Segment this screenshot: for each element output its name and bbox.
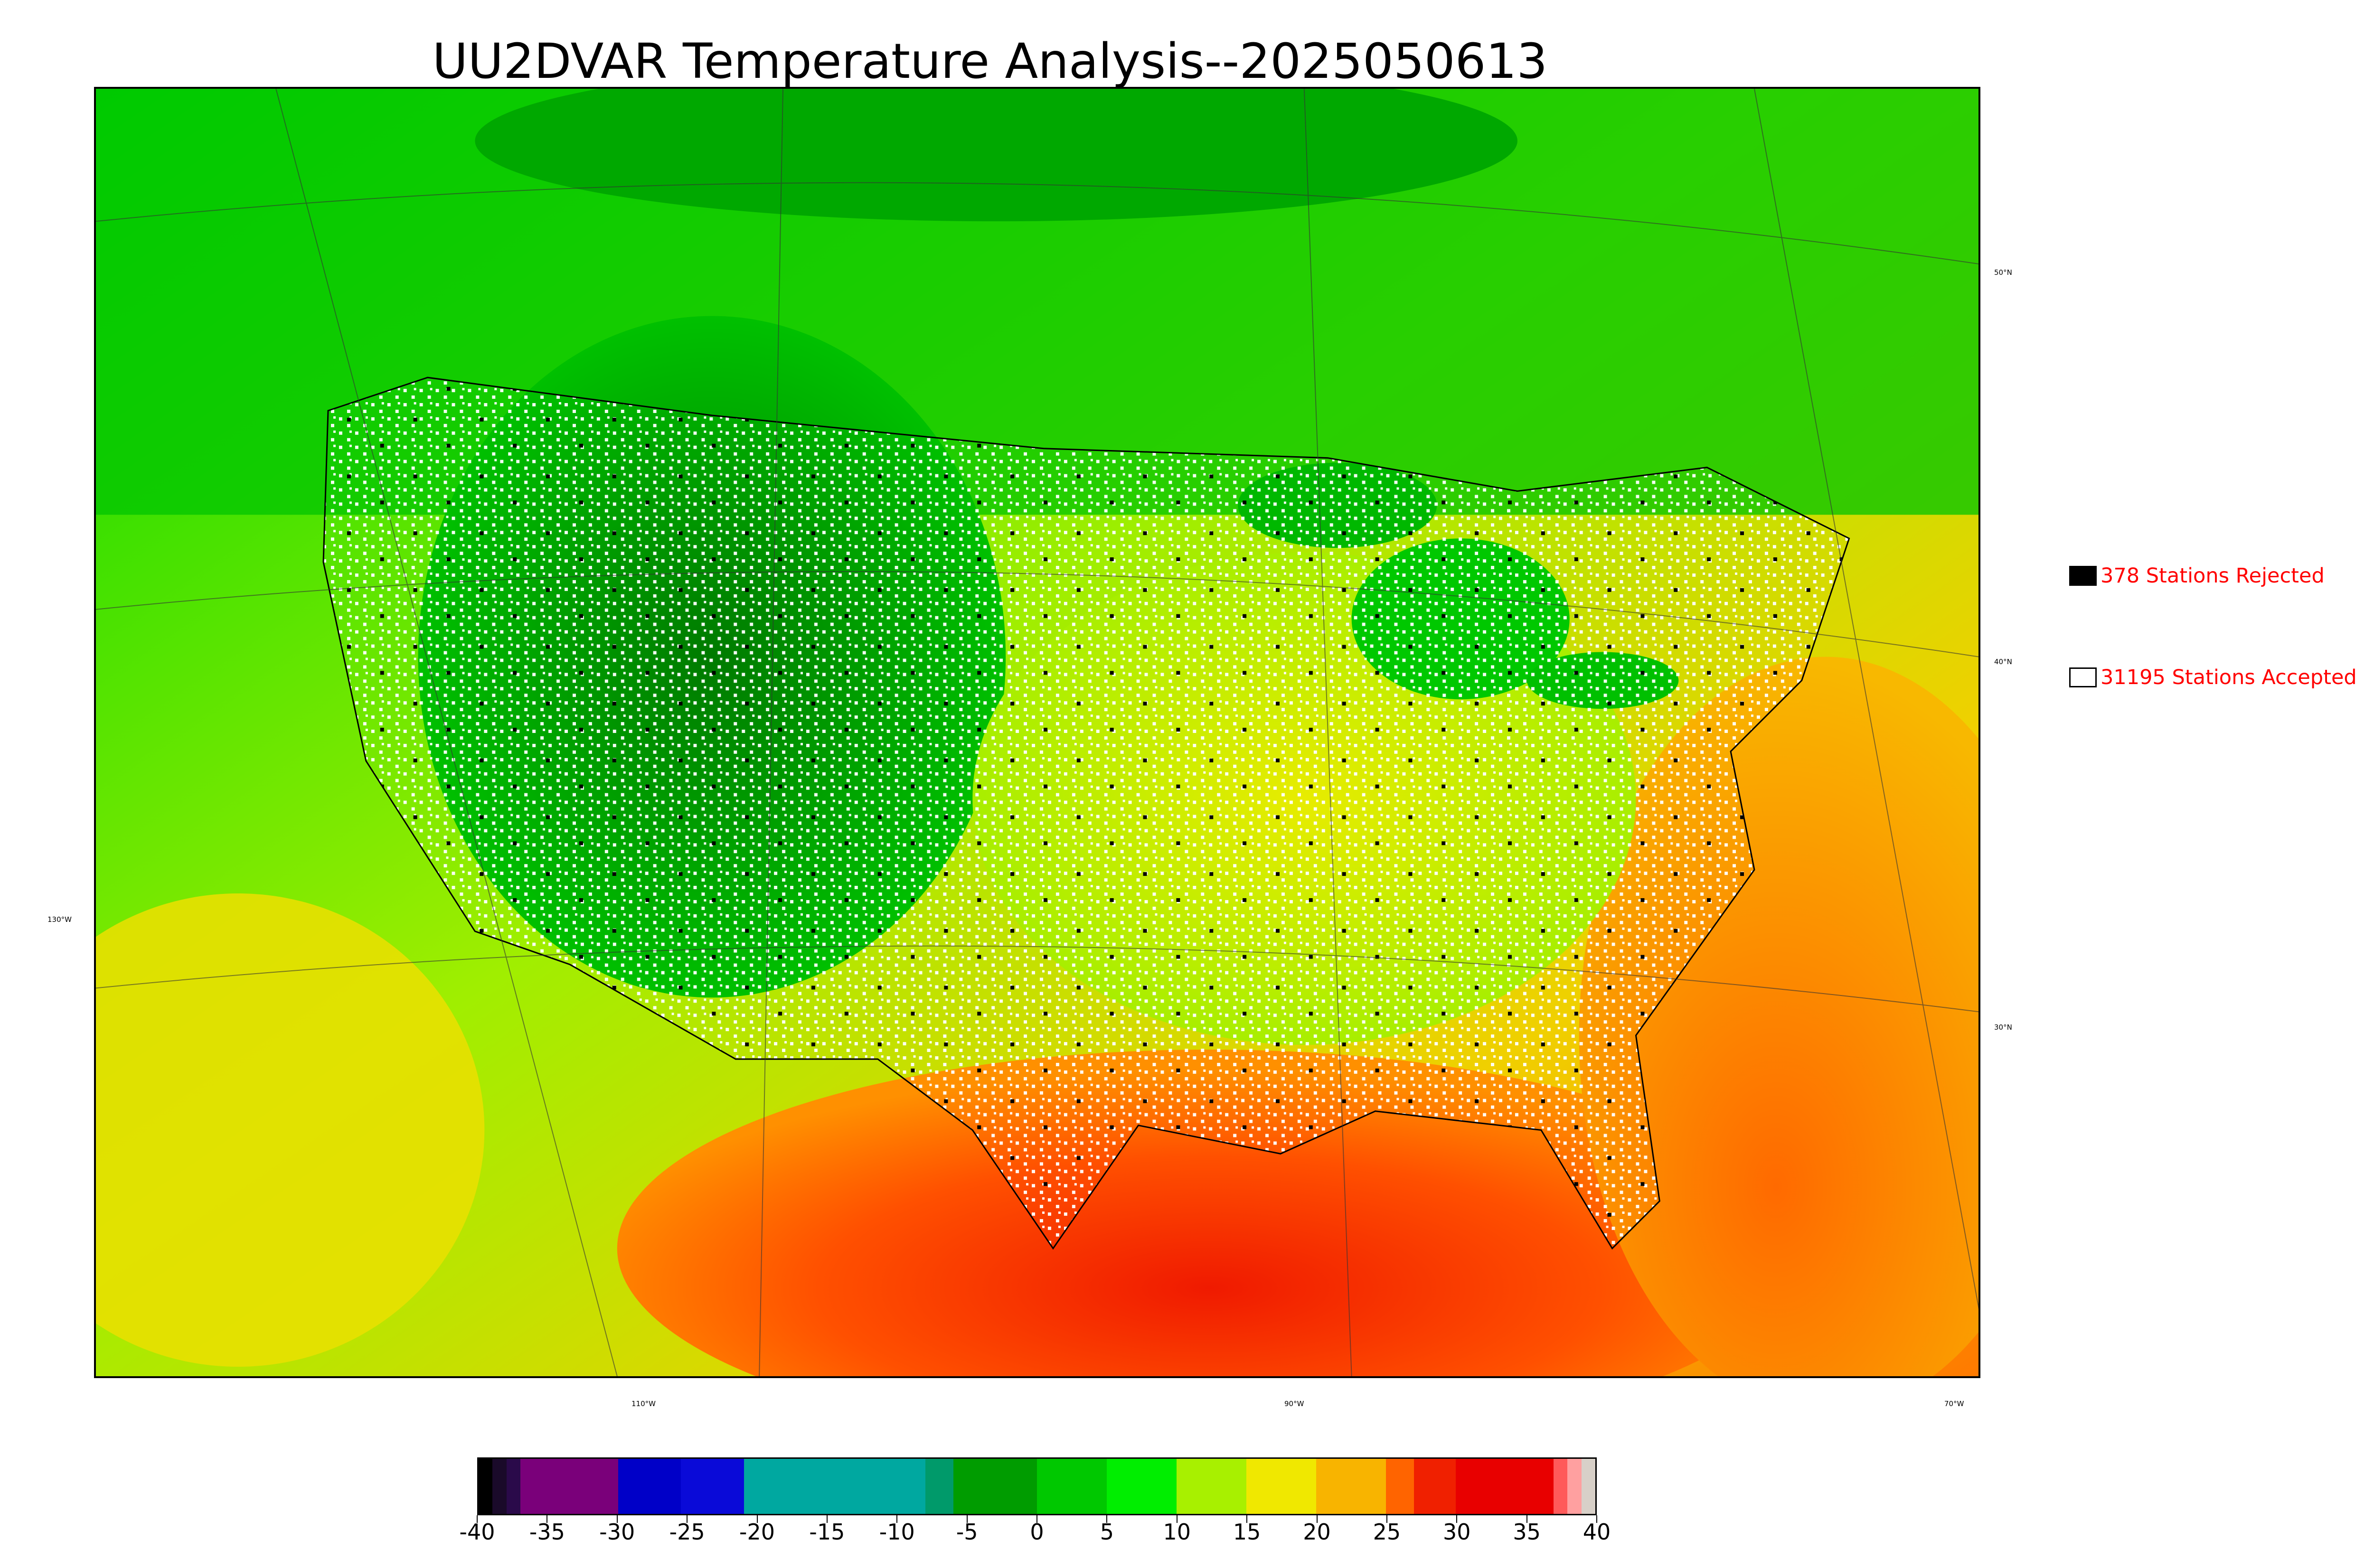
colorbar-tick bbox=[1456, 1515, 1458, 1523]
lat-label-40n: 40°N bbox=[1994, 657, 2012, 666]
legend-accepted: 31195 Stations Accepted bbox=[2069, 666, 2357, 689]
colorbar-segment bbox=[479, 1459, 493, 1514]
colorbar-tick bbox=[1386, 1515, 1387, 1523]
colorbar-segment bbox=[681, 1459, 744, 1514]
colorbar-tick-label: -30 bbox=[599, 1519, 635, 1545]
colorbar-segment bbox=[953, 1459, 1037, 1514]
lon-label-90w: 90°W bbox=[1284, 1399, 1304, 1408]
lon-label-110w: 110°W bbox=[631, 1399, 656, 1408]
colorbar-tick bbox=[756, 1515, 758, 1523]
colorbar-tick bbox=[896, 1515, 898, 1523]
colorbar-tick-label: -40 bbox=[459, 1519, 495, 1545]
colorbar-tick-label: -10 bbox=[879, 1519, 915, 1545]
colorbar-segment bbox=[1455, 1459, 1554, 1514]
colorbar-tick-label: 30 bbox=[1442, 1519, 1471, 1545]
colorbar-tick-label: 35 bbox=[1513, 1519, 1541, 1545]
colorbar-segment bbox=[1036, 1459, 1107, 1514]
map-title: UU2DVAR Temperature Analysis--2025050613 bbox=[432, 33, 1548, 90]
temperature-map[interactable] bbox=[94, 87, 1980, 1378]
colorbar-segment bbox=[1581, 1459, 1595, 1514]
colorbar-tick-label: 10 bbox=[1163, 1519, 1191, 1545]
colorbar-tick-label: 0 bbox=[1030, 1519, 1044, 1545]
legend-accepted-label: 31195 Stations Accepted bbox=[2101, 666, 2357, 689]
legend-rejected-label: 378 Stations Rejected bbox=[2101, 564, 2325, 588]
colorbar-segment bbox=[618, 1459, 681, 1514]
colorbar-tick bbox=[1246, 1515, 1248, 1523]
colorbar-tick bbox=[687, 1515, 688, 1523]
legend-rejected: 378 Stations Rejected bbox=[2069, 564, 2325, 588]
colorbar-segment bbox=[506, 1459, 521, 1514]
lat-label-50n: 50°N bbox=[1994, 268, 2012, 277]
legend-rejected-swatch bbox=[2069, 566, 2097, 586]
colorbar-tick bbox=[1596, 1515, 1597, 1523]
colorbar-tick-label: -5 bbox=[956, 1519, 978, 1545]
colorbar-tick-label: 15 bbox=[1233, 1519, 1261, 1545]
colorbar-tick bbox=[477, 1515, 478, 1523]
lon-label-130w: 130°W bbox=[47, 915, 72, 924]
colorbar-tick bbox=[1106, 1515, 1108, 1523]
colorbar-tick-label: -35 bbox=[529, 1519, 565, 1545]
colorbar-segment bbox=[492, 1459, 507, 1514]
colorbar-tick bbox=[1036, 1515, 1037, 1523]
colorbar-segment bbox=[1246, 1459, 1316, 1514]
colorbar-tick bbox=[1526, 1515, 1527, 1523]
colorbar-tick-label: 40 bbox=[1583, 1519, 1611, 1545]
colorbar-segment bbox=[1413, 1459, 1456, 1514]
colorbar-segment bbox=[1553, 1459, 1568, 1514]
colorbar-segment bbox=[925, 1459, 953, 1514]
colorbar-tick bbox=[966, 1515, 968, 1523]
colorbar-tick-label: -15 bbox=[809, 1519, 845, 1545]
colorbar-tick-label: 20 bbox=[1303, 1519, 1331, 1545]
colorbar-tick bbox=[546, 1515, 548, 1523]
colorbar-segment bbox=[1385, 1459, 1414, 1514]
colorbar-tick bbox=[1316, 1515, 1318, 1523]
temperature-field bbox=[96, 89, 1978, 1376]
colorbar-segment bbox=[1106, 1459, 1177, 1514]
colorbar-segment bbox=[1567, 1459, 1582, 1514]
colorbar-tick bbox=[1176, 1515, 1178, 1523]
legend-accepted-swatch bbox=[2069, 667, 2097, 687]
colorbar-segment bbox=[1176, 1459, 1246, 1514]
colorbar-tick-label: -25 bbox=[669, 1519, 705, 1545]
colorbar-segment bbox=[744, 1459, 925, 1514]
colorbar-segment bbox=[520, 1459, 618, 1514]
lon-label-70w: 70°W bbox=[1944, 1399, 1964, 1408]
colorbar-segment bbox=[1316, 1459, 1386, 1514]
colorbar-tick-label: 25 bbox=[1373, 1519, 1401, 1545]
colorbar-tick bbox=[616, 1515, 618, 1523]
colorbar-tick bbox=[826, 1515, 828, 1523]
colorbar-tick-label: -20 bbox=[739, 1519, 775, 1545]
colorbar-tick-label: 5 bbox=[1100, 1519, 1114, 1545]
lat-label-30n: 30°N bbox=[1994, 1023, 2012, 1032]
temperature-colorbar bbox=[477, 1457, 1597, 1515]
